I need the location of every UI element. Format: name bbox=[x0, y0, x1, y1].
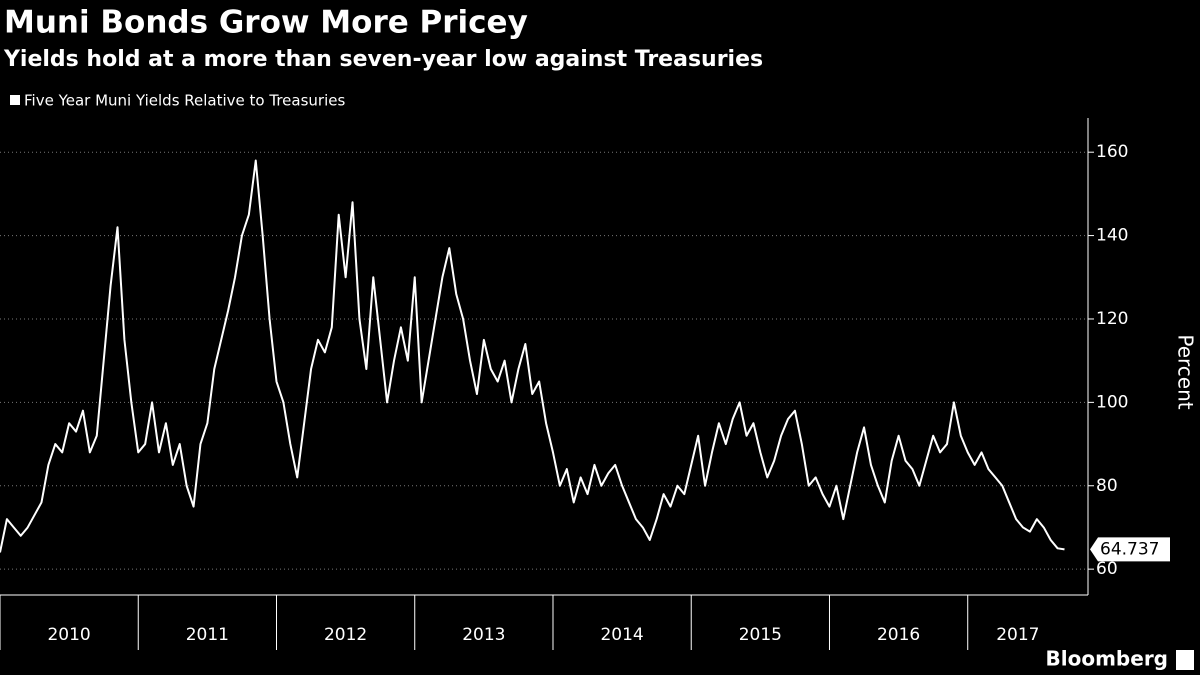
x-tick-label: 2016 bbox=[877, 625, 920, 645]
logo-icon bbox=[1176, 650, 1194, 670]
source: Bloomberg bbox=[1046, 647, 1168, 671]
y-tick-label: 60 bbox=[1096, 559, 1118, 579]
legend-label: Five Year Muni Yields Relative to Treasu… bbox=[24, 92, 345, 110]
y-axis-label: Percent bbox=[1174, 334, 1198, 409]
y-tick-label: 140 bbox=[1096, 226, 1128, 246]
x-tick-label: 2017 bbox=[996, 625, 1039, 645]
chart-subtitle: Yields hold at a more than seven-year lo… bbox=[3, 47, 763, 72]
y-tick-label: 160 bbox=[1096, 142, 1128, 162]
x-tick-label: 2015 bbox=[739, 625, 782, 645]
legend-swatch bbox=[10, 95, 20, 105]
y-tick-label: 100 bbox=[1096, 392, 1128, 412]
x-tick-label: 2012 bbox=[324, 625, 367, 645]
last-value-label: 64.737 bbox=[1100, 539, 1159, 559]
x-tick-label: 2014 bbox=[600, 625, 643, 645]
y-tick-label: 120 bbox=[1096, 309, 1128, 329]
chart-title: Muni Bonds Grow More Pricey bbox=[4, 5, 528, 41]
line bbox=[0, 159, 1065, 553]
last-value-box bbox=[1090, 537, 1170, 562]
x-tick-label: 2011 bbox=[186, 625, 229, 645]
y-tick-label: 80 bbox=[1096, 476, 1118, 496]
x-tick-label: 2013 bbox=[462, 625, 505, 645]
x-tick-label: 2010 bbox=[47, 625, 90, 645]
